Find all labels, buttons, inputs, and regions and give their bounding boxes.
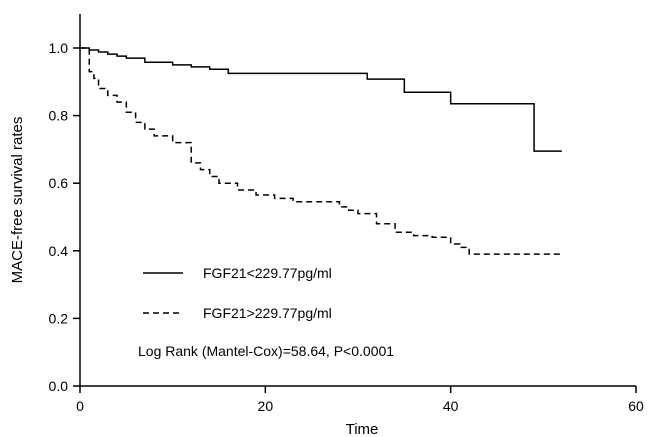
curves [80,47,562,255]
x-tick-label: 60 [628,398,644,414]
log-rank-annotation: Log Rank (Mantel-Cox)=58.64, P<0.0001 [138,343,394,359]
x-ticks: 0 20 40 60 [76,386,644,414]
y-ticks: 0.0 0.2 0.4 0.6 0.8 1.0 [49,40,80,394]
x-axis-title: Time [346,421,379,437]
y-tick-label: 0.4 [49,243,69,259]
y-tick-label: 0.0 [49,378,69,394]
x-tick-label: 40 [443,398,459,414]
y-tick-label: 0.2 [49,310,69,326]
y-tick-label: 1.0 [49,40,69,56]
legend-label-low-fgf21: FGF21<229.77pg/ml [203,265,332,281]
y-tick-label: 0.6 [49,175,69,191]
survival-curve-low-fgf21 [80,47,562,152]
y-axis-title: MACE-free survival rates [9,117,26,284]
survival-curve-high-fgf21 [80,47,562,255]
axes [79,14,636,387]
x-tick-label: 0 [76,398,84,414]
x-tick-label: 20 [258,398,274,414]
legend: FGF21<229.77pg/ml FGF21>229.77pg/ml [143,265,332,321]
y-tick-label: 0.8 [49,108,69,124]
legend-label-high-fgf21: FGF21>229.77pg/ml [203,305,332,321]
